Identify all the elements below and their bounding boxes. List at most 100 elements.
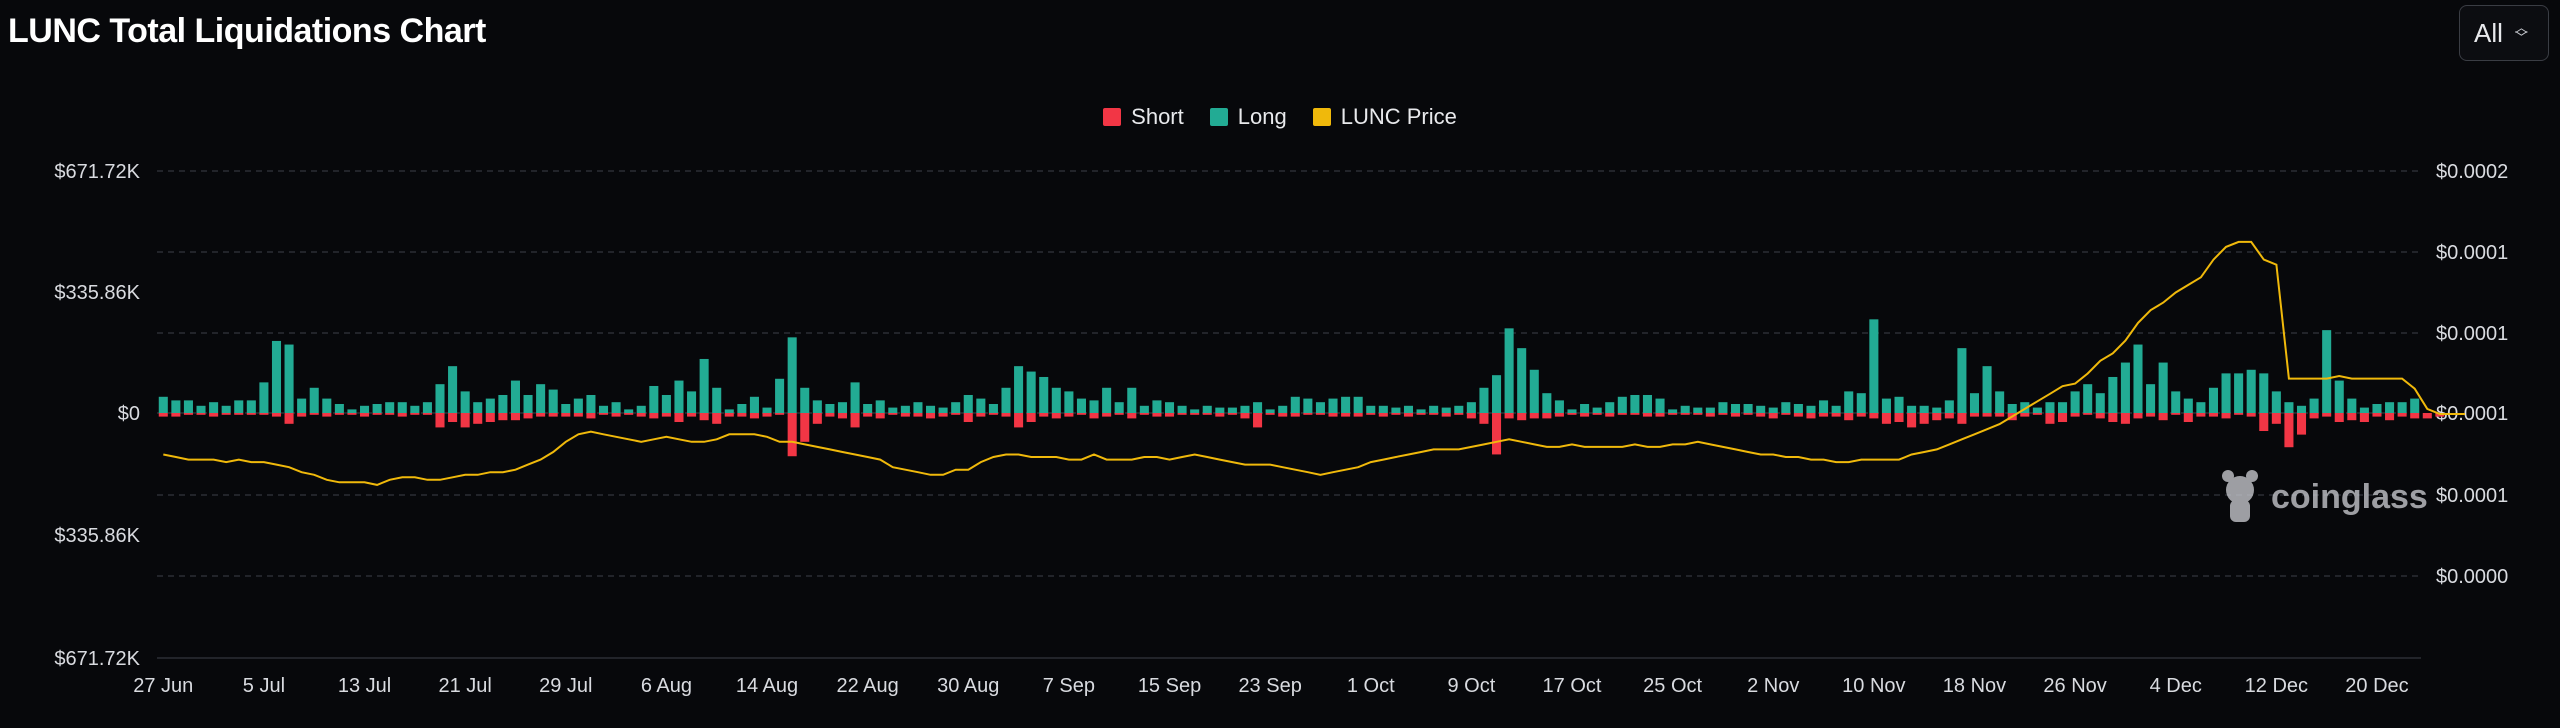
- short-bar: [297, 413, 307, 417]
- short-bar: [1089, 413, 1099, 419]
- short-bar: [1303, 413, 1313, 415]
- long-bar: [850, 382, 860, 413]
- long-bar: [573, 398, 583, 413]
- long-bar: [2196, 402, 2206, 413]
- long-bar: [385, 402, 395, 413]
- short-bar: [410, 413, 420, 415]
- short-bar: [2070, 413, 2080, 417]
- long-bar: [1177, 405, 1187, 413]
- long-bar: [938, 407, 948, 413]
- long-bar: [1844, 391, 1854, 413]
- short-bar: [1278, 413, 1288, 417]
- short-bar: [473, 413, 483, 424]
- short-bar: [724, 413, 734, 417]
- x-axis-tick-label: 10 Nov: [1842, 675, 1905, 697]
- long-bar: [1454, 405, 1464, 413]
- short-bar: [687, 413, 697, 417]
- short-bar: [1454, 413, 1464, 415]
- short-bar: [837, 413, 848, 419]
- long-bar: [1542, 393, 1552, 413]
- short-bar: [1630, 413, 1640, 415]
- long-bar: [825, 403, 835, 413]
- x-axis-tick-label: 2 Nov: [1747, 675, 1799, 697]
- long-bar: [2246, 369, 2256, 413]
- long-bar: [1429, 405, 1439, 413]
- x-axis-tick-label: 4 Dec: [2150, 675, 2202, 697]
- long-bar: [234, 400, 244, 413]
- long-bar: [2309, 398, 2319, 413]
- long-bar: [1253, 402, 1263, 413]
- short-bar: [234, 413, 244, 415]
- short-bar: [271, 413, 282, 417]
- x-axis-tick-label: 17 Oct: [1543, 675, 1602, 697]
- long-bar: [1894, 396, 1904, 413]
- right-axis-tick-label: $0.0001: [2436, 485, 2508, 507]
- long-bar: [1341, 396, 1351, 413]
- short-bar: [1366, 413, 1376, 415]
- long-bar: [1278, 405, 1288, 413]
- short-bar: [1730, 413, 1741, 417]
- legend-item-price[interactable]: LUNC Price: [1312, 104, 1457, 130]
- short-bar: [1592, 413, 1602, 415]
- long-bar: [1051, 387, 1061, 413]
- long-bar: [485, 398, 495, 413]
- short-bar: [1253, 413, 1263, 428]
- x-axis-tick-label: 14 Aug: [736, 675, 798, 697]
- right-axis-tick-label: $0.0001: [2436, 403, 2508, 425]
- short-bar: [611, 413, 621, 417]
- short-bar: [1605, 413, 1615, 417]
- short-bar: [1391, 413, 1401, 415]
- chevron-updown-icon: ︿ ﹀: [2514, 20, 2528, 45]
- short-bar: [2309, 413, 2319, 419]
- short-bar: [1014, 413, 1024, 428]
- right-axis-tick-label: $0.0001: [2436, 323, 2508, 345]
- range-select[interactable]: All ︿ ﹀: [2459, 5, 2549, 61]
- short-bar: [875, 413, 885, 419]
- long-bar: [1290, 396, 1300, 413]
- short-bar: [2032, 413, 2042, 415]
- long-bar: [1504, 328, 1514, 413]
- legend-item-short[interactable]: Short: [1103, 104, 1184, 130]
- x-axis-tick-label: 15 Sep: [1138, 675, 1201, 697]
- long-bar: [561, 403, 571, 413]
- long-bar: [926, 405, 936, 413]
- short-bar: [2133, 413, 2143, 419]
- legend-item-long[interactable]: Long: [1209, 104, 1287, 130]
- x-axis-tick-label: 6 Aug: [641, 675, 692, 697]
- short-bar: [2347, 413, 2357, 421]
- long-bar: [1781, 402, 1791, 413]
- long-bar: [2007, 403, 2017, 413]
- short-bar: [2259, 413, 2269, 432]
- long-bar: [888, 407, 898, 413]
- long-bar: [1592, 407, 1602, 413]
- long-bar: [2259, 373, 2269, 413]
- short-bar: [347, 413, 357, 415]
- short-bar: [1542, 413, 1552, 419]
- right-axis: $0.0002 $0.0001 $0.0001 $0.0001 $0.0001 $0.00…: [2436, 161, 2508, 588]
- price-line: [163, 240, 2465, 486]
- short-bar: [2120, 413, 2130, 424]
- long-bar: [284, 344, 294, 413]
- short-bar: [1202, 413, 1212, 415]
- short-bar: [1869, 413, 1879, 419]
- long-bar: [2208, 387, 2218, 413]
- x-axis-tick-label: 23 Sep: [1238, 675, 1301, 697]
- long-bar: [246, 400, 256, 413]
- long-bar: [913, 402, 923, 413]
- long-bar: [1064, 391, 1074, 413]
- long-bar: [473, 402, 483, 413]
- short-bar: [2171, 413, 2181, 415]
- long-bar: [1919, 405, 1929, 413]
- short-bar: [1479, 413, 1489, 424]
- x-axis-tick-label: 20 Dec: [2345, 675, 2408, 697]
- long-bars: [158, 319, 2420, 413]
- long-bar: [1605, 402, 1615, 413]
- short-bar: [485, 413, 495, 423]
- short-bar: [2196, 413, 2206, 417]
- short-bar: [2372, 413, 2382, 417]
- short-bar: [963, 413, 973, 423]
- long-bar: [1705, 407, 1715, 413]
- long-bar: [762, 407, 772, 413]
- long-bar: [1718, 402, 1728, 413]
